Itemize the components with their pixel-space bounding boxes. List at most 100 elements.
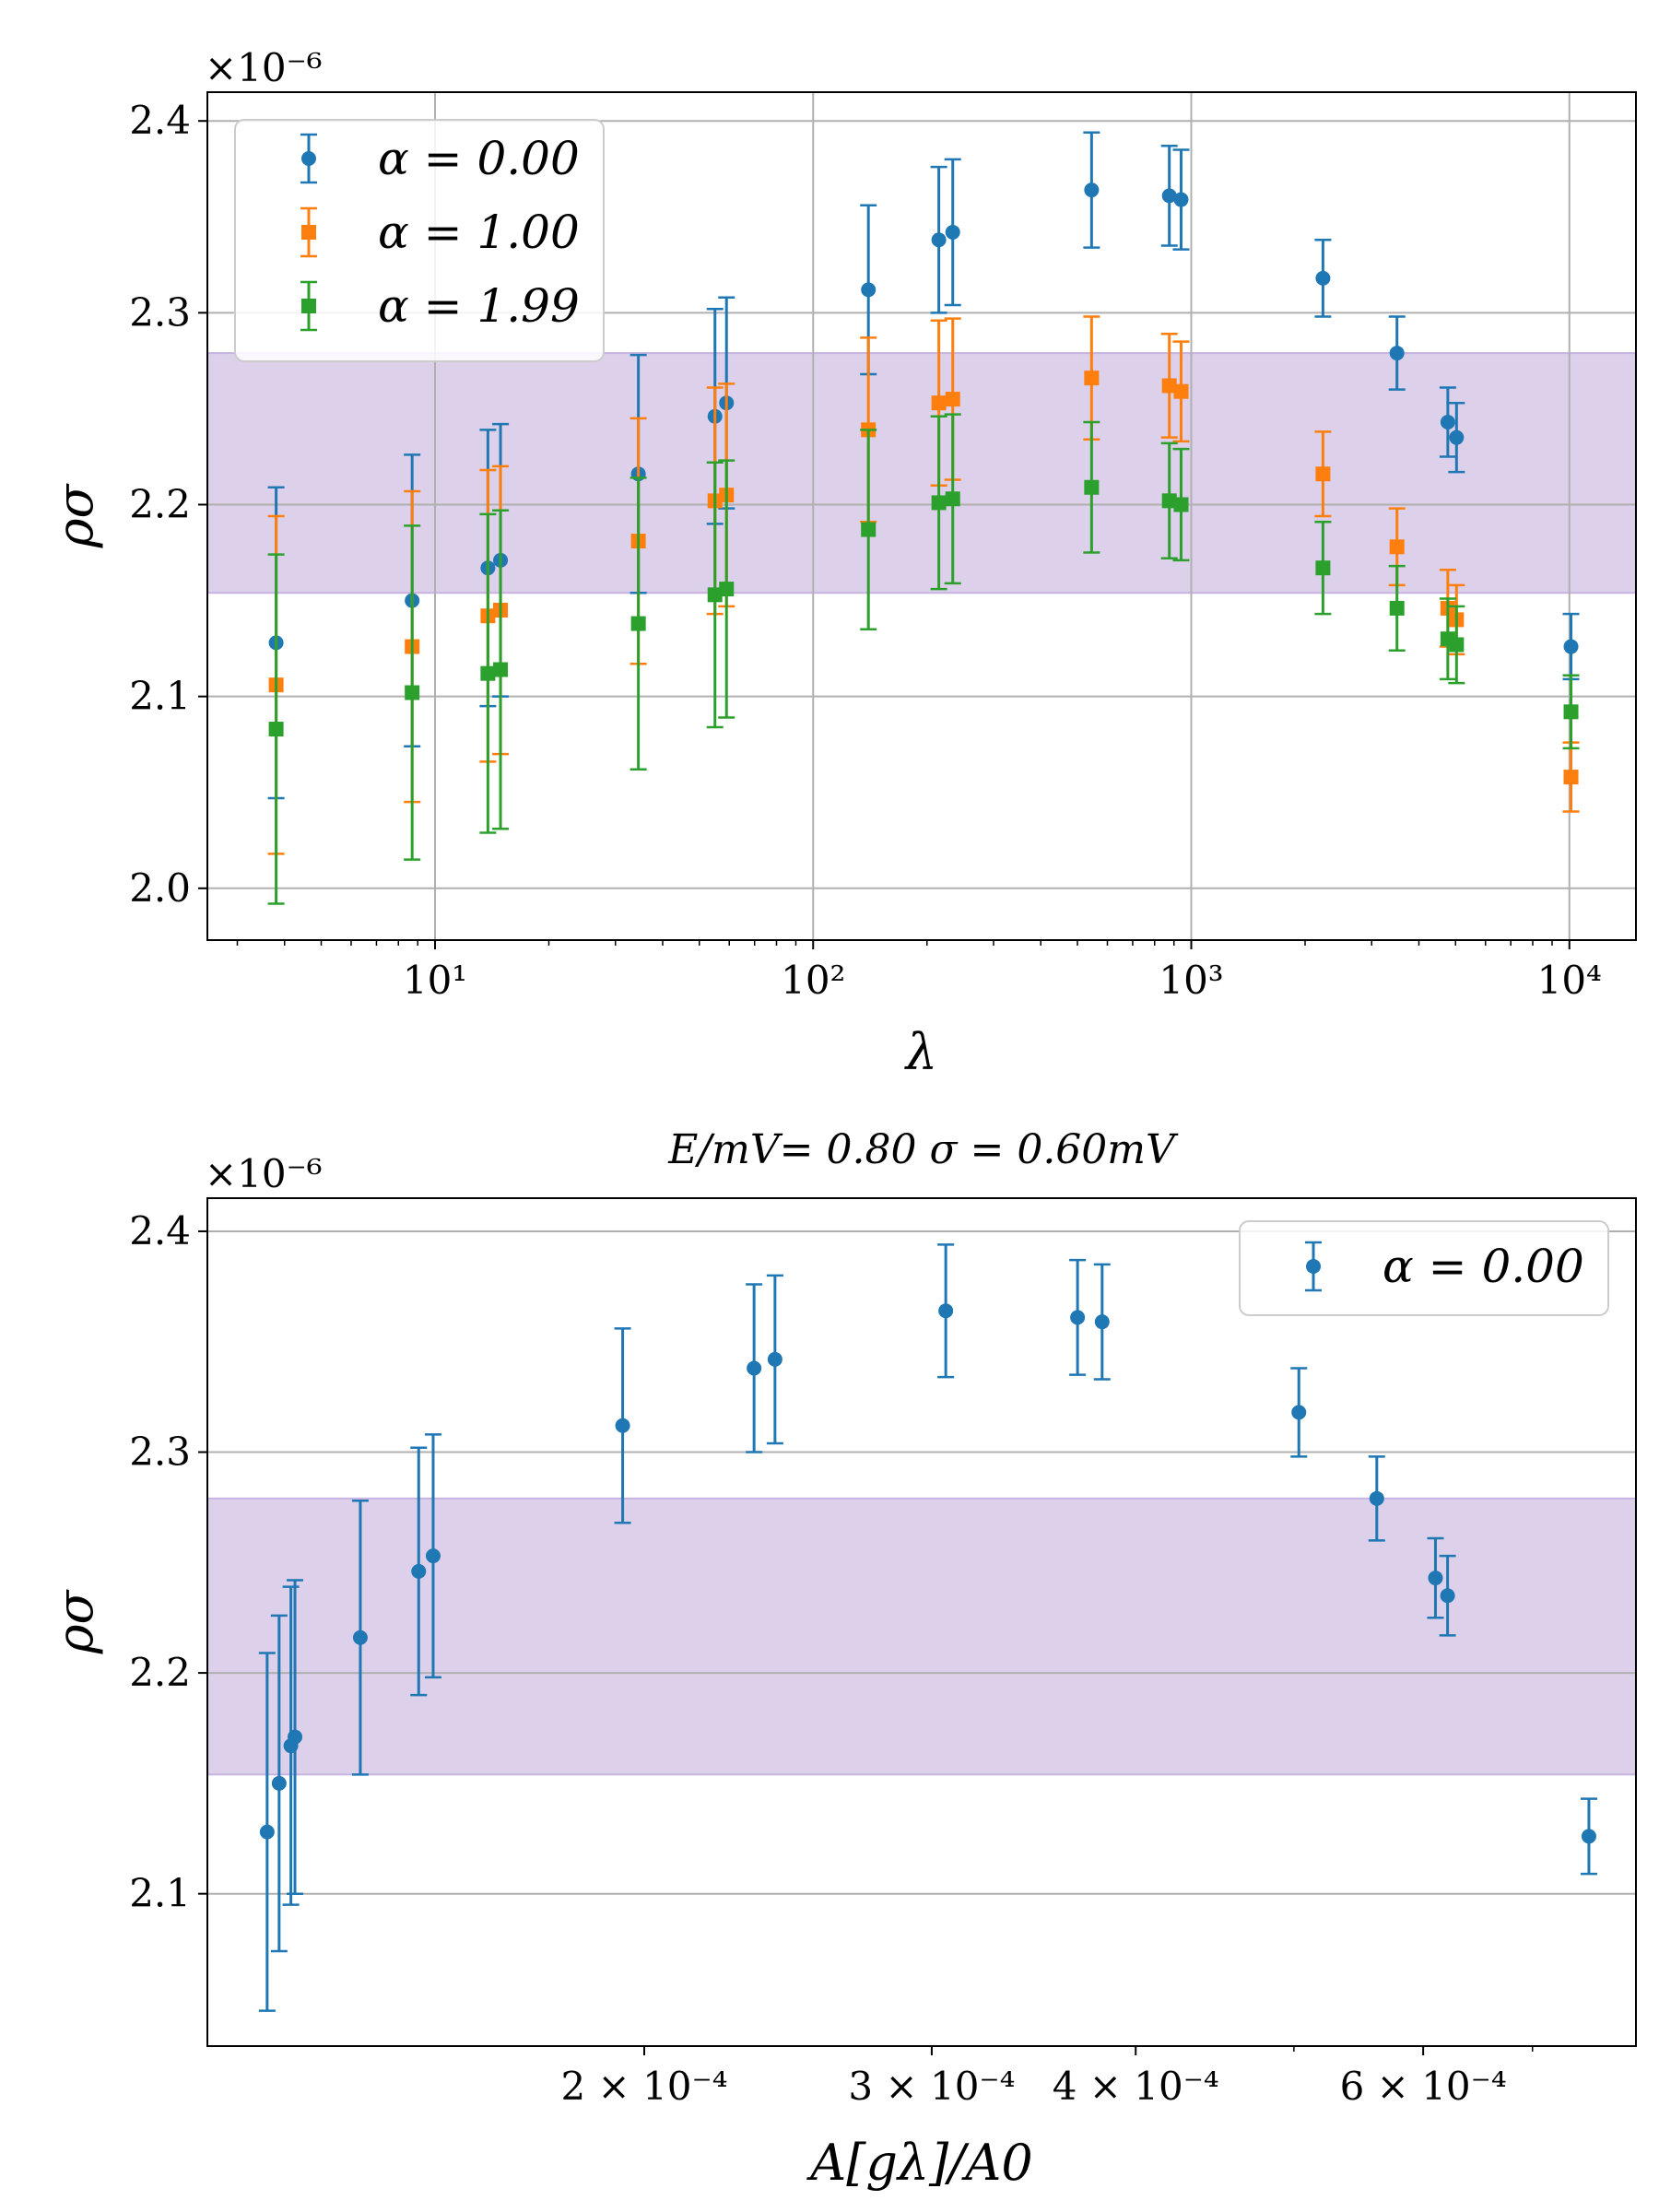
top-data-point [1173,383,1189,399]
bottom-x-tick-label: 6 × 10⁻⁴ [1340,2064,1507,2109]
bottom-legend-label: α = 0.00 [1382,1240,1584,1293]
bottom-y-axis-label: ρσ [46,1589,104,1655]
bottom-data-point [411,1563,427,1579]
top-legend-box [234,119,605,362]
top-y-tick-label: 2.4 [129,98,191,143]
top-legend-marker [301,225,316,240]
bottom-legend-box [1239,1220,1609,1316]
top-plot-frame [206,91,1637,941]
top-reference-band [207,352,1636,594]
top-data-point [1161,378,1177,394]
top-data-point [480,665,496,681]
top-data-point [707,587,723,603]
top-data-point [1563,639,1579,654]
bottom-data-point [1094,1314,1110,1330]
bottom-reference-band [207,1497,1636,1776]
top-data-point [719,582,735,597]
bottom-legend-item: α = 0.00 [1305,1240,1584,1293]
top-data-point [931,395,947,411]
top-data-point [1161,188,1177,204]
bottom-data-point [1440,1588,1455,1604]
top-legend-item: α = 1.99 [300,279,580,333]
bottom-panel: E/mV= 0.80 σ = 0.60mV 2 × 10⁻⁴ 3 × 10⁻⁴ 4 … [46,1126,1637,2192]
top-data-point [1084,182,1100,198]
top-legend-item: α = 0.00 [300,132,580,185]
top-data-point [1563,704,1579,720]
top-y-tick-label: 2.3 [129,289,191,335]
bottom-x-tick-label: 2 × 10⁻⁴ [560,2064,727,2109]
bottom-y-tick-label: 2.1 [129,1871,191,1916]
top-data-point [1389,600,1405,616]
bottom-data-point [271,1775,287,1791]
top-data-point [1389,346,1405,361]
top-data-point [1315,466,1331,482]
top-data-point [931,232,947,248]
bottom-data-point [747,1360,762,1376]
bottom-y-tick-label: 2.2 [129,1650,191,1695]
top-data-point [1563,770,1579,785]
bottom-data-point [767,1351,782,1367]
top-legend-label: α = 1.00 [378,206,580,259]
bottom-data-point [259,1824,275,1840]
top-data-point [1173,192,1189,207]
bottom-data-point [1369,1490,1384,1506]
bottom-data-point [288,1729,303,1745]
bottom-data-point [1291,1405,1307,1420]
top-series-2 [267,413,1580,905]
top-data-point [861,282,877,298]
top-data-point [493,662,509,677]
bottom-y-tick-label: 2.4 [129,1208,191,1253]
bottom-x-tick-label: 4 × 10⁻⁴ [1053,2064,1219,2109]
bottom-data-point [352,1630,368,1645]
top-x-tick-label: 10⁴ [1537,958,1602,1003]
top-data-point [268,722,284,737]
bottom-data-point [425,1548,441,1564]
bottom-title: E/mV= 0.80 σ = 0.60mV [667,1126,1179,1173]
top-x-tick-label: 10² [781,958,845,1003]
top-data-point [405,685,420,700]
top-data-point [931,495,947,511]
top-x-tick-label: 10³ [1159,958,1223,1003]
top-legend: α = 0.00 α = 1.00 α = 1.99 [234,119,605,362]
top-data-point [1440,415,1455,430]
top-data-point [1449,637,1465,653]
bottom-legend-marker [1306,1259,1321,1274]
top-legend-item: α = 1.00 [300,206,580,259]
top-data-point [945,392,960,407]
top-panel: 10¹ 10² 10³ 10⁴ 2.02.12.22.32.4 ×10⁻⁶ λ ρσ … [46,45,1637,1081]
bottom-data-point [938,1303,954,1319]
top-data-point [630,616,646,631]
top-data-point [1389,539,1405,555]
top-data-point [1315,270,1331,286]
top-y-tick-label: 2.2 [129,482,191,527]
bottom-y-multiplier: ×10⁻⁶ [205,1151,323,1196]
bottom-data-point [615,1418,630,1433]
top-legend-marker [301,299,316,313]
bottom-plot-frame [206,1197,1637,2047]
top-data-point [1173,497,1189,512]
top-data-point [945,491,960,507]
top-data-point [1161,493,1177,509]
top-x-tick-label: 10¹ [403,958,467,1003]
top-data-point [1084,371,1100,386]
bottom-x-axis-label: A[gλ]/A0 [806,2134,1032,2192]
top-data-point [1449,429,1465,445]
bottom-data-point [1428,1571,1443,1586]
bottom-y-tick-label: 2.3 [129,1430,191,1475]
top-legend-label: α = 0.00 [378,132,580,185]
top-y-tick-label: 2.1 [129,674,191,719]
bottom-series-0 [258,1243,1597,2012]
top-data-point [1084,479,1100,495]
top-y-axis-label: ρσ [46,483,104,549]
bottom-legend: α = 0.00 [1239,1220,1609,1316]
top-x-axis-label: λ [904,1023,937,1081]
bottom-data-point [1581,1829,1596,1844]
top-y-multiplier: ×10⁻⁶ [205,45,323,90]
top-data-point [861,522,877,537]
top-legend-label: α = 1.99 [378,279,580,333]
bottom-x-tick-label: 3 × 10⁻⁴ [848,2064,1015,2109]
top-data-point [1315,560,1331,576]
bottom-data-point [1070,1310,1086,1325]
top-y-tick-label: 2.0 [129,865,191,911]
